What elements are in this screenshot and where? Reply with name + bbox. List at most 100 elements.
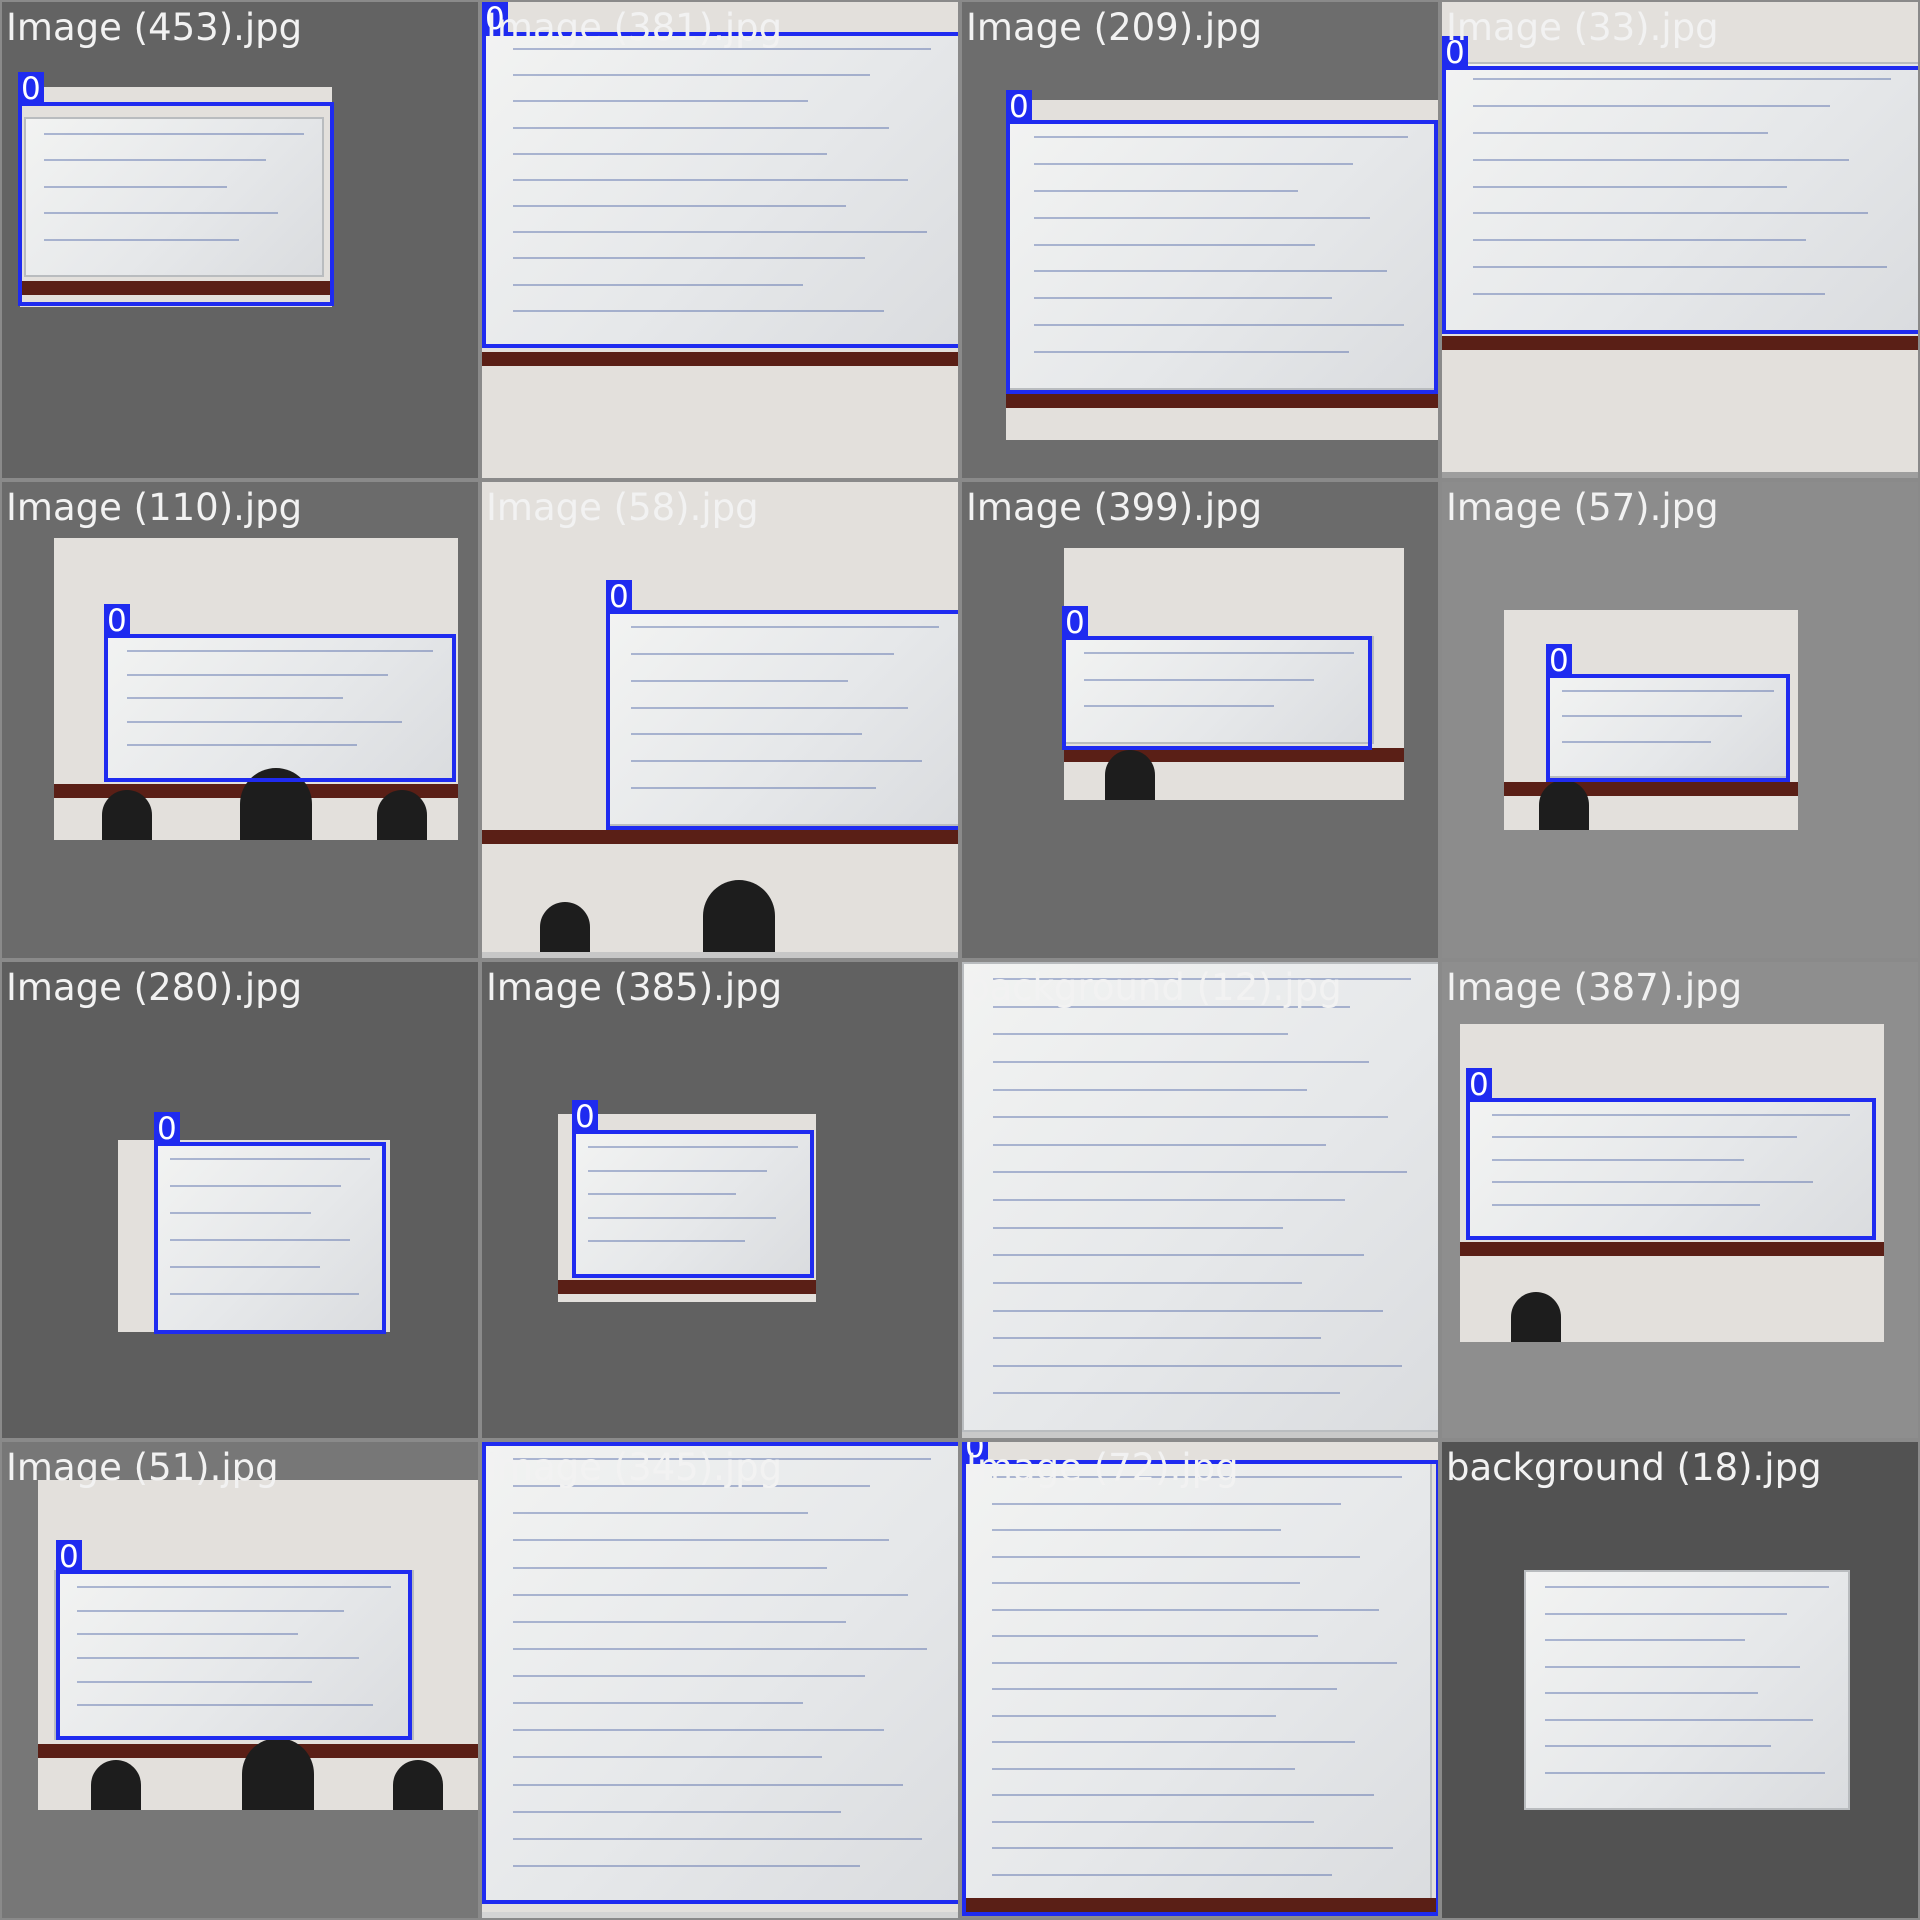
writing-stroke — [169, 1293, 359, 1295]
tile-photo — [38, 1480, 478, 1810]
writing-stroke — [991, 1820, 1314, 1823]
writing-stroke — [77, 1586, 391, 1588]
tile-photo — [1504, 610, 1798, 830]
person-head — [702, 880, 775, 952]
writing-stroke — [992, 1281, 1302, 1284]
writing-stroke — [1472, 104, 1830, 107]
writing-stroke — [1033, 189, 1298, 192]
writing-stroke — [992, 1143, 1326, 1146]
writing-stroke — [631, 679, 848, 682]
tile-photo — [1006, 100, 1438, 440]
tile-photo — [482, 482, 958, 952]
writing-stroke — [992, 1226, 1283, 1229]
writing-stroke — [991, 1635, 1319, 1637]
board-ledge — [20, 281, 332, 295]
writing-stroke — [991, 1714, 1277, 1717]
writing-stroke — [1472, 266, 1887, 269]
board-ledge — [558, 1280, 816, 1294]
writing-stroke — [588, 1216, 777, 1219]
writing-stroke — [991, 1555, 1361, 1558]
writing-stroke — [991, 1741, 1356, 1743]
writing-stroke — [77, 1704, 373, 1707]
writing-stroke — [992, 1005, 1350, 1008]
writing-stroke — [512, 283, 803, 286]
writing-stroke — [512, 1837, 922, 1840]
writing-stroke — [1472, 131, 1768, 134]
writing-stroke — [512, 257, 865, 260]
mosaic-tile: Image (58).jpg 0 — [480, 480, 960, 960]
writing-stroke — [169, 1239, 350, 1241]
mosaic-tile: Image (57).jpg 0 — [1440, 480, 1920, 960]
writing-stroke — [1545, 1692, 1758, 1694]
writing-stroke — [992, 1337, 1321, 1340]
mosaic-tile: Image (110).jpg 0 — [0, 480, 480, 960]
writing-stroke — [991, 1873, 1333, 1876]
writing-stroke — [126, 720, 402, 723]
tile-filename: background (18).jpg — [1446, 1446, 1822, 1489]
tile-photo — [20, 87, 332, 307]
writing-stroke — [1033, 324, 1405, 327]
writing-stroke — [512, 1729, 884, 1732]
writing-stroke — [992, 1033, 1288, 1036]
writing-stroke — [169, 1185, 341, 1187]
tile-photo — [1442, 2, 1918, 472]
writing-stroke — [1033, 162, 1354, 165]
whiteboard — [154, 1142, 386, 1332]
writing-stroke — [512, 100, 808, 103]
person-head — [242, 1738, 315, 1810]
writing-stroke — [1492, 1158, 1745, 1161]
writing-stroke — [512, 1647, 927, 1650]
writing-stroke — [512, 1593, 908, 1596]
writing-stroke — [1472, 293, 1825, 296]
tile-filename: Image (209).jpg — [966, 6, 1263, 49]
writing-stroke — [992, 1171, 1407, 1174]
writing-stroke — [631, 652, 894, 655]
writing-stroke — [1084, 652, 1354, 654]
writing-stroke — [991, 1661, 1398, 1664]
writing-stroke — [77, 1609, 345, 1612]
whiteboard — [1466, 1098, 1876, 1238]
writing-stroke — [77, 1657, 359, 1659]
tile-photo — [482, 1442, 958, 1912]
writing-stroke — [126, 697, 343, 700]
writing-stroke — [588, 1240, 746, 1243]
person-head — [91, 1760, 142, 1810]
writing-stroke — [992, 1309, 1383, 1312]
writing-stroke — [126, 744, 357, 747]
writing-stroke — [1033, 243, 1315, 246]
writing-stroke — [1545, 1612, 1787, 1615]
mosaic-tile: background (12).jpg — [960, 960, 1440, 1440]
writing-stroke — [1492, 1181, 1814, 1184]
board-ledge — [482, 830, 958, 844]
writing-stroke — [169, 1266, 321, 1268]
mosaic-tile: Image (385).jpg 0 — [480, 960, 960, 1440]
writing-stroke — [512, 1783, 903, 1786]
writing-stroke — [1545, 1771, 1826, 1774]
writing-stroke — [1545, 1665, 1800, 1668]
writing-stroke — [991, 1767, 1295, 1770]
tile-filename: Image (280).jpg — [6, 966, 303, 1009]
tile-photo — [54, 538, 458, 840]
writing-stroke — [43, 238, 240, 241]
writing-stroke — [1033, 297, 1332, 300]
writing-stroke — [991, 1688, 1337, 1690]
person-head — [1539, 780, 1590, 830]
writing-stroke — [43, 133, 305, 135]
whiteboard — [54, 1570, 414, 1740]
writing-stroke — [512, 1512, 808, 1515]
writing-stroke — [991, 1608, 1379, 1611]
person-head — [239, 768, 312, 840]
writing-stroke — [77, 1633, 299, 1636]
writing-stroke — [588, 1169, 767, 1172]
whiteboard — [1006, 120, 1436, 390]
writing-stroke — [631, 706, 908, 709]
writing-stroke — [512, 178, 908, 181]
tile-filename: Image (387).jpg — [1446, 966, 1743, 1009]
whiteboard — [572, 1130, 814, 1276]
writing-stroke — [43, 159, 266, 162]
person-head — [377, 790, 428, 840]
writing-stroke — [1472, 239, 1806, 242]
writing-stroke — [588, 1146, 798, 1148]
mosaic-tile: Image (387).jpg 0 — [1440, 960, 1920, 1440]
